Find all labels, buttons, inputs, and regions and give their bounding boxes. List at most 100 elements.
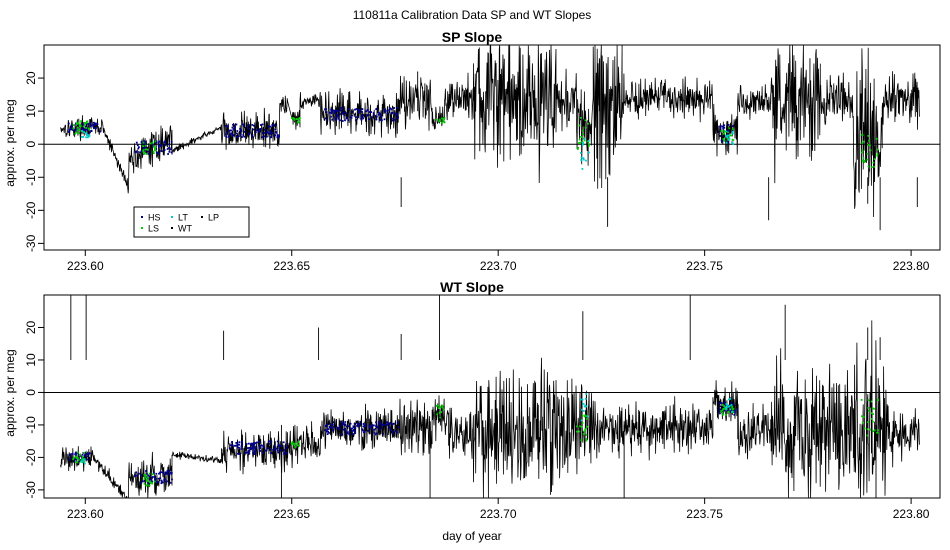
plot-frame bbox=[43, 294, 941, 499]
series-hs-point bbox=[727, 129, 729, 132]
series-hs-point bbox=[344, 424, 347, 426]
series-hs-point bbox=[80, 128, 83, 131]
series-hs-point bbox=[229, 129, 232, 132]
series-ls-point bbox=[722, 413, 724, 416]
series-hs-point bbox=[230, 132, 232, 135]
series-hs-point bbox=[326, 423, 329, 426]
series-hs-point bbox=[719, 125, 721, 128]
series-lt-point bbox=[580, 159, 583, 161]
series-ls-point bbox=[148, 480, 151, 483]
wt-y-axis-label: approx. per meg bbox=[3, 349, 17, 436]
series-ls-point bbox=[731, 405, 734, 408]
series-hs-point bbox=[372, 112, 375, 114]
series-hs-point bbox=[276, 449, 279, 452]
series-ls-point bbox=[722, 138, 725, 140]
series-hs-point bbox=[246, 447, 249, 449]
series-lt-point bbox=[582, 410, 585, 412]
series-hs-point bbox=[158, 144, 161, 147]
series-lt-point bbox=[588, 151, 590, 154]
series-hs-point bbox=[158, 472, 160, 475]
series-ls-point bbox=[580, 439, 583, 441]
series-hs-point bbox=[332, 109, 335, 112]
series-ls-point bbox=[576, 430, 578, 433]
series-ls-point bbox=[579, 117, 582, 119]
series-lt-point bbox=[81, 130, 84, 132]
series-hs-point bbox=[377, 423, 380, 426]
series-hs-point bbox=[282, 441, 285, 444]
series-hs-point bbox=[391, 430, 394, 433]
series-ls-point bbox=[872, 161, 875, 164]
series-hs-point bbox=[285, 443, 287, 446]
series-lt-point bbox=[80, 460, 83, 463]
series-hs-point bbox=[235, 123, 238, 126]
series-hs-point bbox=[164, 141, 167, 144]
y-tick-label: -20 bbox=[24, 448, 38, 466]
series-ls-point bbox=[876, 148, 879, 151]
series-hs-point bbox=[138, 146, 140, 149]
series-hs-point bbox=[243, 130, 246, 133]
series-hs-point bbox=[155, 140, 158, 143]
series-hs-point bbox=[363, 425, 366, 428]
series-lt-point bbox=[730, 404, 733, 406]
legend-marker-lt bbox=[171, 216, 173, 218]
series-ls-point bbox=[580, 425, 583, 428]
series-ls-point bbox=[438, 411, 441, 414]
series-ls-point bbox=[863, 416, 865, 418]
series-hs-point bbox=[153, 471, 155, 474]
series-hs-point bbox=[333, 425, 335, 428]
series-ls-point bbox=[579, 425, 581, 428]
series-hs-point bbox=[140, 474, 143, 477]
series-hs-point bbox=[90, 124, 93, 127]
series-hs-point bbox=[142, 142, 145, 145]
series-hs-point bbox=[166, 148, 169, 150]
series-ls-point bbox=[153, 480, 156, 483]
series-hs-point bbox=[375, 118, 378, 121]
series-hs-point bbox=[273, 449, 275, 452]
series-hs-point bbox=[160, 144, 163, 147]
series-hs-point bbox=[248, 446, 251, 449]
series-ls-point bbox=[581, 414, 584, 417]
series-hs-point bbox=[727, 141, 730, 144]
series-hs-point bbox=[260, 444, 263, 447]
series-hs-point bbox=[347, 432, 349, 434]
series-hs-point bbox=[362, 425, 365, 428]
series-hs-point bbox=[336, 427, 339, 429]
series-ls-point bbox=[870, 400, 873, 403]
series-ls-point bbox=[442, 408, 445, 411]
series-hs-point bbox=[262, 446, 265, 449]
series-hs-point bbox=[326, 433, 329, 435]
series-ls-point bbox=[584, 415, 586, 418]
series-hs-point bbox=[378, 111, 380, 114]
series-hs-point bbox=[391, 117, 393, 120]
series-hs-point bbox=[394, 119, 396, 121]
series-hs-point bbox=[718, 130, 721, 133]
series-ls-point bbox=[293, 444, 296, 447]
series-ls-point bbox=[148, 472, 151, 475]
series-hs-point bbox=[249, 131, 251, 134]
series-hs-point bbox=[248, 133, 250, 136]
series-hs-point bbox=[362, 423, 365, 425]
series-ls-point bbox=[153, 145, 155, 148]
series-ls-point bbox=[723, 405, 725, 408]
series-hs-point bbox=[348, 433, 351, 436]
series-hs-point bbox=[254, 449, 257, 452]
series-hs-point bbox=[343, 114, 346, 116]
series-hs-point bbox=[259, 450, 261, 452]
series-ls-point bbox=[74, 132, 77, 135]
series-hs-point bbox=[357, 423, 359, 425]
series-hs-point bbox=[252, 451, 255, 454]
series-hs-point bbox=[732, 403, 735, 406]
series-hs-point bbox=[326, 429, 328, 431]
series-ls-point bbox=[438, 118, 441, 121]
series-hs-point bbox=[395, 431, 398, 434]
series-ls-point bbox=[75, 461, 77, 464]
y-tick-label: -30 bbox=[24, 481, 38, 499]
series-hs-point bbox=[256, 441, 258, 444]
series-ls-point bbox=[442, 119, 445, 122]
series-hs-point bbox=[337, 116, 340, 118]
series-hs-point bbox=[277, 451, 280, 454]
series-hs-point bbox=[335, 114, 338, 116]
series-ls-point bbox=[151, 141, 154, 144]
series-lt-point bbox=[585, 393, 588, 395]
series-hs-point bbox=[94, 127, 97, 130]
